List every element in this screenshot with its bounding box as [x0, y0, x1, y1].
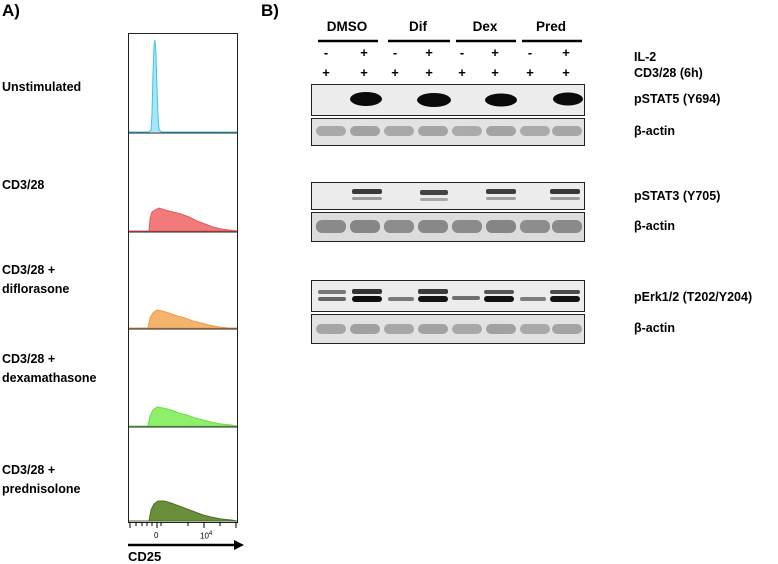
- il2-sign-4: +: [425, 45, 433, 60]
- cd3-28-sign-1: +: [322, 65, 330, 80]
- blot-beta-actin-1: [311, 118, 585, 146]
- cd3-28-sign-3: +: [391, 65, 399, 80]
- histogram-cd3-28: [129, 207, 237, 232]
- histogram-prednisolone: [129, 500, 237, 522]
- il2-sign-3: -: [392, 45, 398, 60]
- cd3-28-sign-7: +: [526, 65, 534, 80]
- cd3-28-sign-4: +: [425, 65, 433, 80]
- il2-sign-5: -: [459, 45, 465, 60]
- group-label-pred: Pred: [535, 19, 566, 34]
- blot-label-perk: pErk1/2 (T202/Y204): [634, 290, 753, 304]
- histogram-dexamethasone: [129, 406, 237, 427]
- il2-sign-6: +: [491, 45, 499, 60]
- band: [417, 93, 451, 107]
- panel-b-label: B): [261, 1, 279, 20]
- cd3-28-sign-8: +: [562, 65, 570, 80]
- group-label-dif: Dif: [409, 19, 427, 34]
- group-label-dmso: DMSO: [326, 19, 368, 34]
- band: [350, 92, 382, 106]
- blot-pstat3: [311, 182, 585, 210]
- treatment-label-cd3-28: CD3/28 (6h): [634, 66, 703, 80]
- cd25-axis-ticks: [129, 522, 237, 528]
- blot-pstat5: [311, 84, 585, 116]
- flow-row-label-dexamethasone: CD3/28 + dexamathasone: [2, 352, 97, 385]
- group-underlines: [318, 39, 582, 43]
- cd25-axis-title: CD25: [128, 549, 162, 564]
- cd3-28-sign-5: +: [458, 65, 466, 80]
- group-label-dex: Dex: [472, 19, 498, 34]
- band: [485, 93, 517, 107]
- cd3-28-sign-2: +: [360, 65, 368, 80]
- histogram-unstimulated: [129, 39, 237, 133]
- il2-sign-8: +: [562, 45, 570, 60]
- il2-sign-7: -: [527, 45, 533, 60]
- cd25-axis-tick-label-0: 0: [154, 531, 159, 540]
- flow-row-label-diflorasone: CD3/28 + diflorasone: [2, 263, 70, 296]
- blot-beta-actin-3: [311, 314, 585, 344]
- flow-row-label-unstimulated: Unstimulated: [2, 80, 82, 94]
- blot-beta-actin-2: [311, 212, 585, 242]
- il2-sign-2: +: [360, 45, 368, 60]
- blot-label-beta-actin-3: β-actin: [634, 321, 675, 335]
- blot-label-beta-actin-1: β-actin: [634, 124, 675, 138]
- blot-label-pstat3: pSTAT3 (Y705): [634, 189, 721, 203]
- flow-row-label-prednisolone: CD3/28 + prednisolone: [2, 463, 81, 496]
- band: [553, 92, 583, 106]
- panel-a-label: A): [2, 1, 20, 20]
- histogram-diflorasone: [129, 309, 237, 329]
- il2-sign-1: -: [323, 45, 329, 60]
- flow-histogram-frame: [128, 33, 238, 523]
- treatment-label-il2: IL-2: [634, 50, 657, 64]
- blot-perk: [311, 280, 585, 312]
- blot-label-pstat5: pSTAT5 (Y694): [634, 92, 721, 106]
- cd25-axis-arrow: [128, 540, 244, 550]
- cd25-axis-tick-label-10-4: 104: [200, 531, 213, 541]
- flow-row-label-cd3-28: CD3/28: [2, 178, 45, 192]
- flow-histograms: [129, 39, 237, 522]
- cd3-28-sign-6: +: [491, 65, 499, 80]
- blot-label-beta-actin-2: β-actin: [634, 219, 675, 233]
